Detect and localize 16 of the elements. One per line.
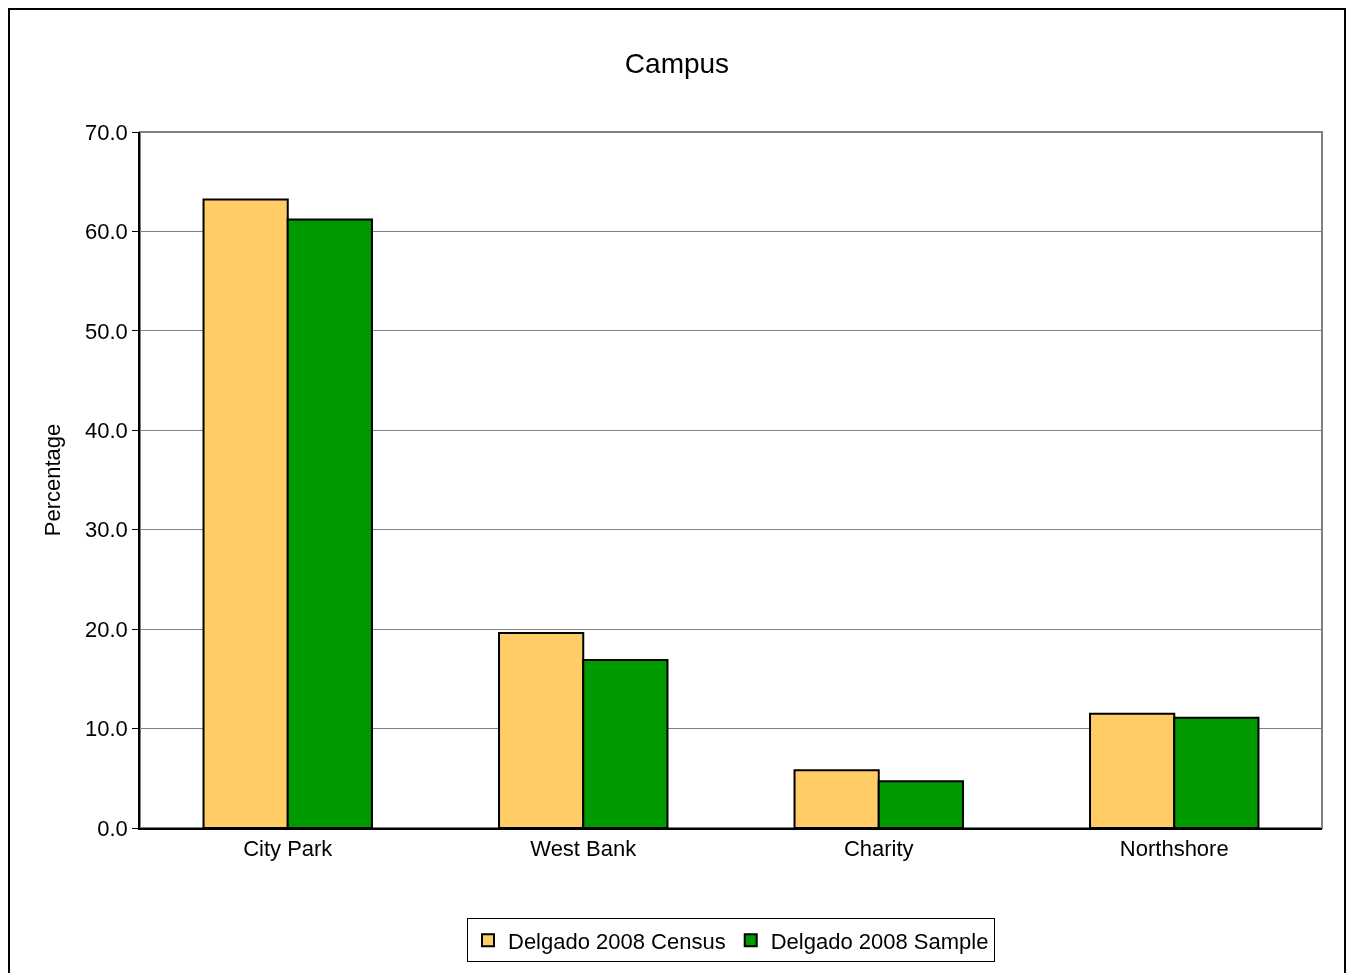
x-tick-label: Charity bbox=[843, 836, 914, 862]
x-tick-label: City Park bbox=[243, 836, 334, 862]
x-tick-label: West Bank bbox=[530, 836, 638, 862]
legend-label: Delgado 2008 Sample bbox=[770, 928, 989, 954]
y-tick-label: 30.0 bbox=[85, 517, 128, 543]
y-tick-label: 0.0 bbox=[97, 815, 128, 841]
y-tick-label: 10.0 bbox=[85, 716, 128, 742]
legend-label: Delgado 2008 Census bbox=[508, 928, 726, 954]
x-tick-label: Northshore bbox=[1119, 836, 1229, 862]
chart-title: Campus bbox=[624, 48, 730, 80]
y-tick-label: 50.0 bbox=[85, 318, 128, 344]
y-tick-label: 20.0 bbox=[85, 616, 128, 642]
y-tick-label: 40.0 bbox=[85, 417, 128, 443]
y-tick-label: 70.0 bbox=[85, 119, 128, 145]
y-axis-title: Percentage bbox=[40, 423, 66, 537]
y-tick-label: 60.0 bbox=[85, 219, 128, 245]
